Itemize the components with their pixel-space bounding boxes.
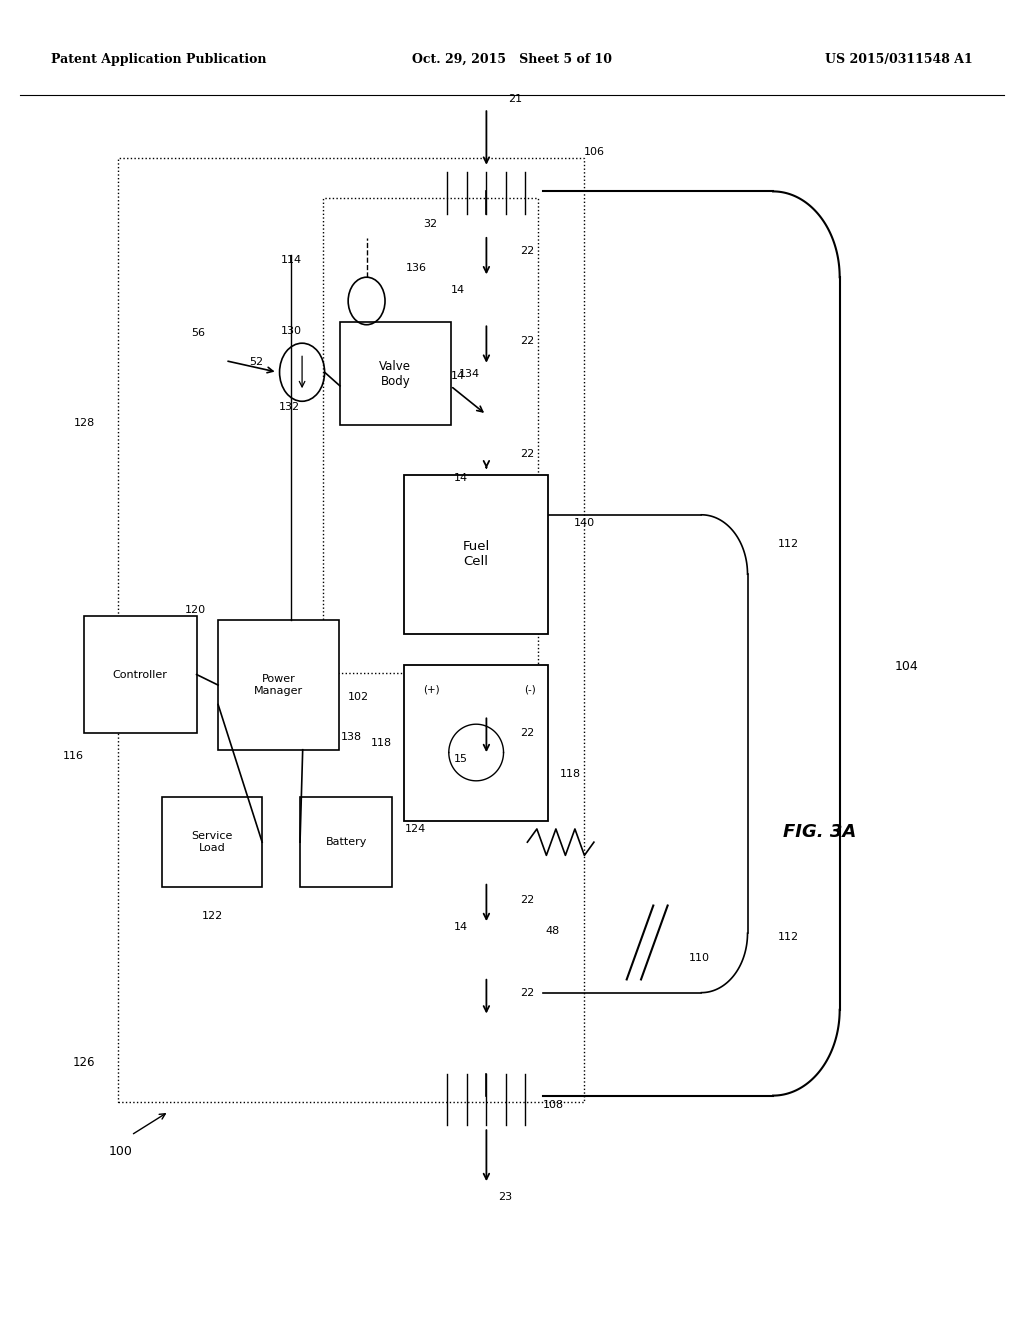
Text: 134: 134 [459, 368, 479, 379]
Text: 126: 126 [73, 1056, 95, 1069]
Text: 110: 110 [689, 953, 711, 964]
Bar [162, 797, 262, 887]
Text: 120: 120 [184, 605, 206, 615]
Text: 140: 140 [573, 517, 595, 528]
Bar [404, 665, 548, 821]
Text: 14: 14 [451, 285, 465, 296]
Text: Fuel
Cell: Fuel Cell [463, 540, 489, 569]
Text: 15: 15 [454, 754, 468, 764]
Text: Controller: Controller [113, 669, 168, 680]
Text: 14: 14 [451, 371, 465, 381]
Text: 106: 106 [584, 147, 605, 157]
Text: 22: 22 [520, 727, 535, 738]
Text: 52: 52 [249, 356, 263, 367]
Text: 22: 22 [520, 987, 535, 998]
Text: 118: 118 [560, 770, 582, 779]
Text: 22: 22 [520, 449, 535, 459]
Text: 22: 22 [520, 246, 535, 256]
Text: (+): (+) [423, 684, 439, 694]
Text: Patent Application Publication: Patent Application Publication [51, 53, 266, 66]
Text: FIG. 3A: FIG. 3A [782, 822, 856, 841]
Text: 32: 32 [423, 219, 437, 230]
Text: 136: 136 [406, 263, 427, 273]
Text: 22: 22 [520, 335, 535, 346]
Bar [404, 475, 548, 634]
Bar [118, 158, 584, 1102]
Text: (-): (-) [524, 684, 536, 694]
Text: 114: 114 [281, 255, 302, 265]
Text: 104: 104 [894, 660, 919, 673]
Text: Battery: Battery [326, 837, 367, 847]
Text: 14: 14 [454, 921, 468, 932]
Text: 21: 21 [508, 94, 522, 104]
Text: 23: 23 [498, 1192, 512, 1203]
Text: 100: 100 [109, 1144, 133, 1158]
Text: 138: 138 [341, 731, 361, 742]
Text: 14: 14 [454, 473, 468, 483]
Text: 108: 108 [543, 1100, 564, 1110]
Text: 22: 22 [520, 895, 535, 906]
Bar [300, 797, 392, 887]
Text: 112: 112 [778, 932, 800, 942]
Text: US 2015/0311548 A1: US 2015/0311548 A1 [825, 53, 973, 66]
Text: 48: 48 [546, 925, 560, 936]
Text: 102: 102 [348, 692, 370, 702]
Text: 118: 118 [371, 738, 392, 748]
Text: 128: 128 [74, 417, 95, 428]
Text: 112: 112 [778, 539, 800, 549]
Bar [218, 620, 339, 750]
Bar [84, 616, 197, 733]
Text: Valve
Body: Valve Body [379, 359, 412, 388]
Text: 132: 132 [279, 403, 300, 412]
Text: 124: 124 [404, 824, 426, 834]
Text: 116: 116 [63, 751, 84, 762]
Text: Oct. 29, 2015   Sheet 5 of 10: Oct. 29, 2015 Sheet 5 of 10 [412, 53, 612, 66]
Bar [340, 322, 451, 425]
Text: 56: 56 [190, 327, 205, 338]
Text: Service
Load: Service Load [191, 832, 232, 853]
Text: 122: 122 [202, 911, 222, 921]
Bar [323, 198, 538, 673]
Text: 130: 130 [281, 326, 302, 337]
Text: Power
Manager: Power Manager [254, 675, 303, 696]
